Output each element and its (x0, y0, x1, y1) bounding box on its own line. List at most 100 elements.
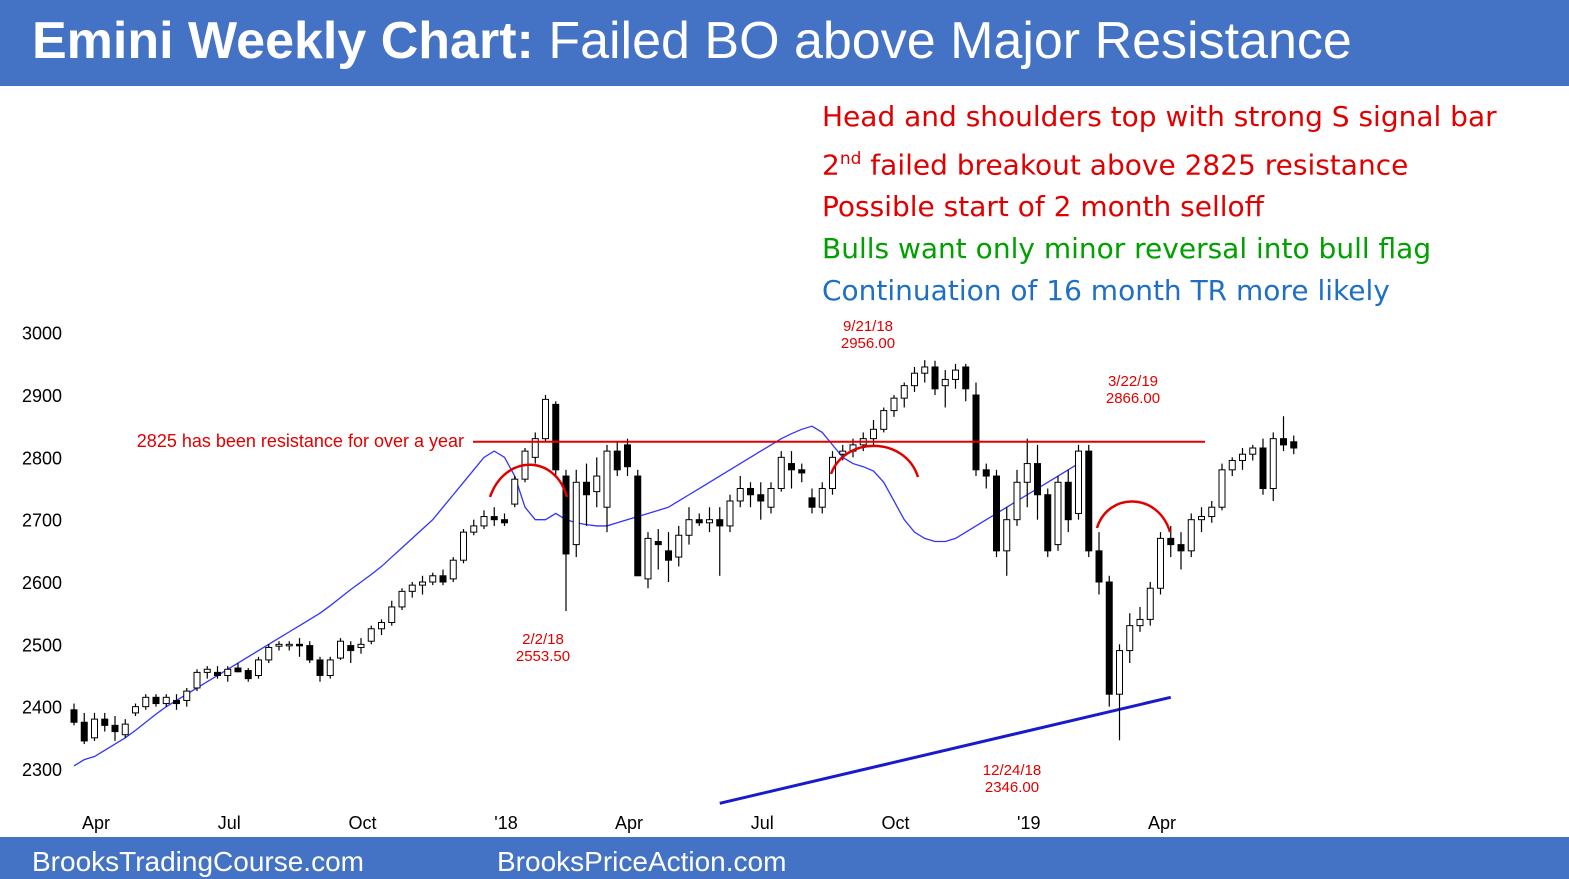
candle-body (1259, 447, 1267, 490)
candle-body (900, 385, 908, 399)
candle-body (449, 559, 457, 580)
candle-body (152, 696, 160, 705)
candle-body (982, 469, 990, 477)
x-tick-label: '19 (1017, 813, 1040, 833)
candle-body (70, 709, 78, 723)
candle-body (203, 668, 211, 673)
candle-body (562, 475, 570, 555)
candle-body (408, 584, 416, 592)
candle-body (654, 540, 662, 546)
candle-body (952, 369, 959, 380)
candle-body (675, 534, 683, 558)
y-tick-label: 2500 (22, 635, 62, 655)
candle-body (347, 645, 355, 652)
candle-body (1126, 625, 1134, 652)
candle-body (1269, 438, 1277, 490)
annotation-date: 9/21/18 (843, 318, 893, 335)
candle-body (91, 718, 98, 739)
candle-body (224, 668, 232, 677)
candle-body (818, 488, 826, 508)
note-line-3: Possible start of 2 month selloff (822, 190, 1264, 224)
annotation-date: 12/24/18 (983, 762, 1041, 779)
annotation-price: 2553.50 (516, 648, 570, 665)
candle-body (788, 463, 795, 471)
candle-body (726, 500, 734, 527)
candle-body (173, 699, 180, 705)
candle-body (80, 721, 88, 742)
candle-body (870, 428, 877, 440)
x-tick-label: Jul (218, 813, 241, 833)
note-line-2: 2nd failed breakout above 2825 resistanc… (822, 138, 1497, 186)
y-tick-label: 2600 (22, 573, 62, 593)
candle-body (1218, 469, 1226, 508)
candle-body (378, 622, 385, 630)
annotation-price: 2866.00 (1106, 390, 1160, 407)
annotation-date: 3/22/19 (1108, 373, 1158, 390)
candle-body (880, 410, 888, 430)
candle-body (921, 366, 929, 374)
candle-body (747, 488, 754, 496)
candle-body (706, 519, 713, 524)
candle-body (634, 475, 642, 577)
candle-body (357, 643, 365, 648)
candle-body (1157, 537, 1164, 589)
candle-body (265, 646, 273, 661)
candle-body (890, 397, 898, 412)
note-line-2-num: 2 (822, 148, 840, 182)
candle-body (275, 643, 283, 647)
candle-body (572, 481, 580, 546)
y-tick-label: 2700 (22, 511, 62, 531)
candle-body (193, 671, 201, 689)
candle-body (1116, 650, 1123, 695)
candle-body (972, 394, 980, 471)
candle-body (367, 628, 375, 642)
candle-body (1023, 463, 1031, 483)
candle-body (993, 475, 1000, 552)
candle-body (460, 531, 467, 561)
x-tick-label: Apr (1148, 813, 1176, 833)
candle-body (1239, 453, 1246, 461)
note-line-1: Head and shoulders top with strong S sig… (822, 100, 1497, 133)
head-arc (829, 444, 920, 478)
candle-body (490, 516, 498, 521)
candle-body (808, 497, 816, 508)
candle-body (644, 537, 652, 580)
candle-body (501, 519, 508, 524)
y-tick-label: 2300 (22, 760, 62, 780)
candle-body (398, 590, 406, 608)
candle-body (419, 581, 426, 586)
candle-body (1136, 618, 1144, 627)
candle-body (316, 659, 324, 677)
title-banner: Emini Weekly Chart: Failed BO above Majo… (0, 0, 1569, 86)
left-shoulder-arc (488, 463, 569, 498)
resistance-label: 2825 has been resistance for over a year (137, 431, 464, 451)
candle-body (511, 478, 519, 505)
candle-body (429, 575, 437, 583)
note-line-2-rest: failed breakout above 2825 resistance (861, 148, 1409, 182)
candle-body (1198, 516, 1205, 521)
candle-body (1167, 537, 1175, 546)
page-title-rest: Failed BO above Major Resistance (548, 12, 1352, 70)
x-tick-label: Apr (82, 813, 110, 833)
candle-body (757, 494, 765, 502)
candle-body (326, 659, 334, 677)
candle-body (183, 690, 191, 701)
candle-body (306, 645, 314, 661)
candle-body (1208, 506, 1216, 518)
candle-body (1013, 481, 1021, 521)
footer-center-url: BrooksPriceAction.com (497, 846, 787, 877)
candle-body (593, 475, 601, 493)
y-tick-label: 2900 (22, 386, 62, 406)
candle-body (296, 643, 303, 647)
candle-body (234, 667, 242, 673)
page-title: Emini Weekly Chart: Failed BO above Majo… (32, 10, 1352, 72)
candle-body (685, 519, 693, 536)
annotation-price: 2346.00 (985, 779, 1039, 796)
candle-body (162, 696, 170, 705)
candle-body (777, 456, 785, 490)
candle-body (911, 372, 918, 387)
candle-body (1228, 459, 1236, 471)
candle-body (962, 366, 970, 390)
candle-body (1075, 450, 1082, 514)
candle-body (1177, 544, 1185, 552)
